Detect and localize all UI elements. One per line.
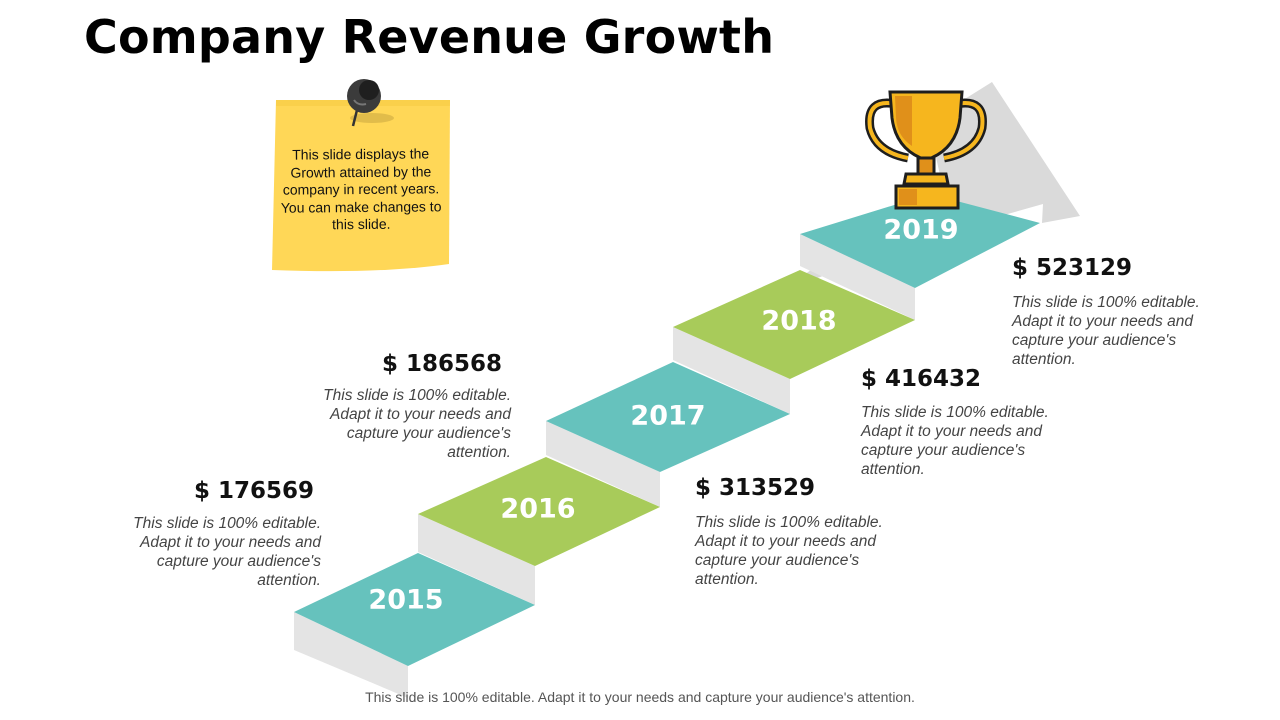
sticky-note-text: This slide displays the Growth attained … xyxy=(280,145,442,233)
step-year-2019: 2019 xyxy=(883,214,959,246)
step-top-2016 xyxy=(418,457,660,566)
step-year-2018: 2018 xyxy=(761,305,837,337)
step-year-2015: 2015 xyxy=(368,584,444,616)
step-2016 xyxy=(418,457,660,605)
desc-2018: This slide is 100% editable. Adapt it to… xyxy=(861,404,1049,478)
amount-2018: $ 416432 xyxy=(861,366,982,392)
desc-2017: This slide is 100% editable. Adapt it to… xyxy=(695,514,883,588)
step-top-2015 xyxy=(294,553,535,666)
step-2015 xyxy=(294,553,535,698)
step-2018 xyxy=(673,270,915,414)
page-title: Company Revenue Growth xyxy=(84,10,775,64)
step-top-2017 xyxy=(546,362,790,472)
amount-2019: $ 523129 xyxy=(1012,255,1133,281)
sticky-note xyxy=(272,79,450,272)
step-year-2017: 2017 xyxy=(630,400,706,432)
desc-2015: This slide is 100% editable. Adapt it to… xyxy=(133,515,321,589)
step-2017 xyxy=(546,362,790,507)
trophy-icon xyxy=(865,90,987,210)
step-top-2019 xyxy=(800,194,1040,288)
footer-note: This slide is 100% editable. Adapt it to… xyxy=(365,689,915,705)
pushpin-icon xyxy=(347,79,394,127)
amount-2017: $ 313529 xyxy=(695,475,816,501)
step-year-2016: 2016 xyxy=(500,493,576,525)
step-top-2018 xyxy=(673,270,915,379)
amount-2016: $ 186568 xyxy=(382,351,503,377)
step-2019 xyxy=(800,194,1040,320)
desc-2016: This slide is 100% editable. Adapt it to… xyxy=(323,387,511,461)
amount-2015: $ 176569 xyxy=(194,478,315,504)
desc-2019: This slide is 100% editable. Adapt it to… xyxy=(1012,294,1200,368)
